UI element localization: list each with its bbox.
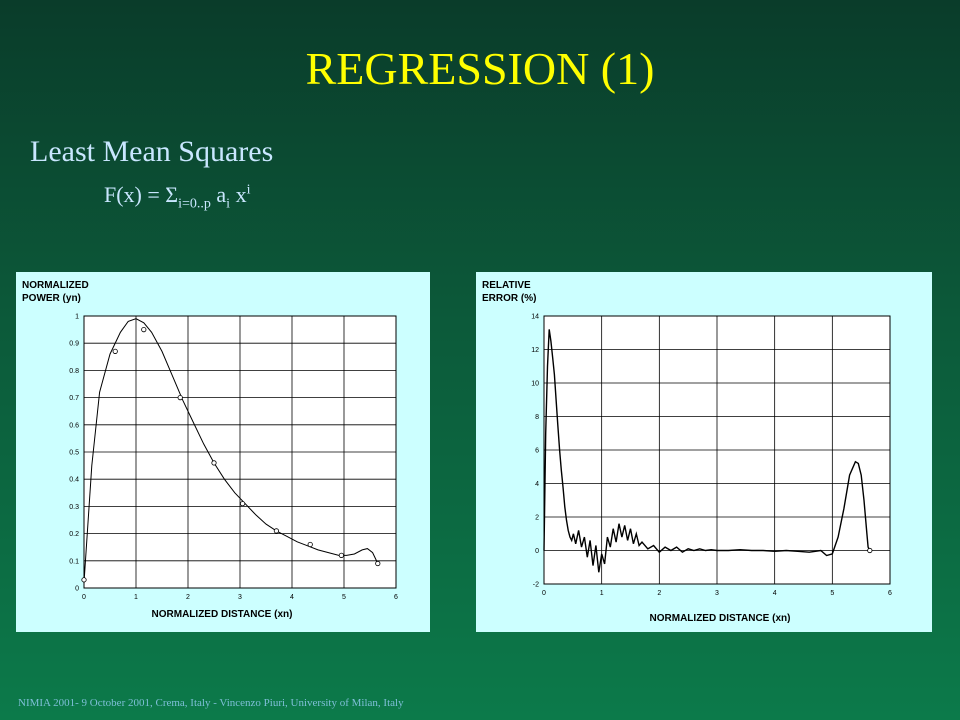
y-tick-label: 14 [531, 314, 539, 321]
data-point [338, 552, 344, 558]
x-tick-label: 5 [342, 594, 346, 601]
y-axis-label: ERROR (%) [482, 293, 536, 304]
y-tick-label: 0.5 [69, 450, 79, 457]
data-point [177, 395, 183, 401]
x-tick-label: 5 [830, 590, 834, 597]
formula-lhs: F(x) = Σ [104, 182, 179, 207]
slide-footer: NIMIA 2001- 9 October 2001, Crema, Italy… [18, 697, 404, 709]
normalized-power-chart-svg: 0 1 2 3 4 5 6 0 0.1 0.2 0.3 0.4 0.5 0.6 0.7 0.8 0.9 1 NORM… [22, 280, 398, 620]
y-tick-label: 1 [75, 314, 79, 321]
relative-error-chart: 0 1 2 3 4 5 6 -2 0 2 4 6 8 10 12 14 RELATIVE ERROR (%) NOR… [476, 272, 932, 632]
formula-coef: a [210, 182, 227, 207]
formula-exponent: i [246, 182, 251, 198]
x-tick-label: 6 [888, 590, 892, 597]
y-tick-label: 6 [535, 448, 539, 455]
x-axis-label: NORMALIZED DISTANCE (xn) [650, 613, 791, 624]
data-point [81, 577, 87, 583]
data-point [141, 326, 147, 333]
series-line [543, 329, 871, 573]
data-point [273, 528, 279, 534]
x-tick-label: 0 [82, 594, 86, 601]
y-axis-label: POWER (yn) [22, 293, 81, 304]
y-tick-label: 12 [531, 347, 539, 354]
slide-title: REGRESSION (1) [305, 43, 655, 94]
y-tick-label: 0.2 [69, 531, 79, 538]
y-tick-label: 0.7 [69, 395, 79, 402]
x-tick-label: 2 [657, 590, 661, 597]
x-tick-label: 2 [186, 594, 190, 601]
formula-coef-index: i [226, 196, 231, 212]
data-point [375, 560, 381, 567]
y-tick-label: 8 [535, 414, 539, 421]
data-point [307, 541, 313, 548]
y-axis-label: NORMALIZED [22, 280, 89, 291]
data-point [867, 547, 873, 554]
y-tick-label: 0 [535, 548, 539, 555]
y-tick-label: 2 [535, 515, 539, 522]
x-tick-label: 3 [715, 590, 719, 597]
y-tick-label: 4 [535, 481, 539, 488]
y-tick-label: 0.3 [69, 504, 79, 511]
y-tick-label: 0 [75, 586, 79, 593]
y-tick-label: 0.8 [69, 368, 79, 375]
x-tick-label: 1 [600, 590, 604, 597]
y-tick-label: 0.6 [69, 422, 79, 429]
x-tick-label: 0 [542, 590, 546, 597]
regression-formula: F(x) = Σi=0..p ai xi [104, 182, 250, 212]
y-axis-label: RELATIVE [482, 280, 531, 291]
y-tick-label: 10 [531, 381, 539, 388]
x-tick-label: 4 [290, 594, 294, 601]
x-tick-label: 6 [394, 594, 398, 601]
y-tick-label: 0.1 [69, 558, 79, 565]
formula-sum-index: i=0..p [178, 196, 211, 212]
data-point [112, 348, 118, 354]
x-tick-label: 4 [773, 590, 777, 597]
y-tick-label: -2 [533, 582, 539, 589]
formula-var: x [230, 182, 247, 207]
normalized-power-chart: 0 1 2 3 4 5 6 0 0.1 0.2 0.3 0.4 0.5 0.6 0.7 0.8 0.9 1 NORM… [16, 272, 430, 632]
y-tick-label: 0.4 [69, 477, 79, 484]
data-point [240, 501, 246, 507]
x-tick-label: 3 [238, 594, 242, 601]
series-line [83, 318, 379, 583]
x-tick-label: 1 [134, 594, 138, 601]
data-point [211, 460, 217, 466]
y-tick-label: 0.9 [69, 341, 79, 348]
x-axis-label: NORMALIZED DISTANCE (xn) [152, 609, 293, 620]
section-heading: Least Mean Squares [30, 135, 274, 168]
